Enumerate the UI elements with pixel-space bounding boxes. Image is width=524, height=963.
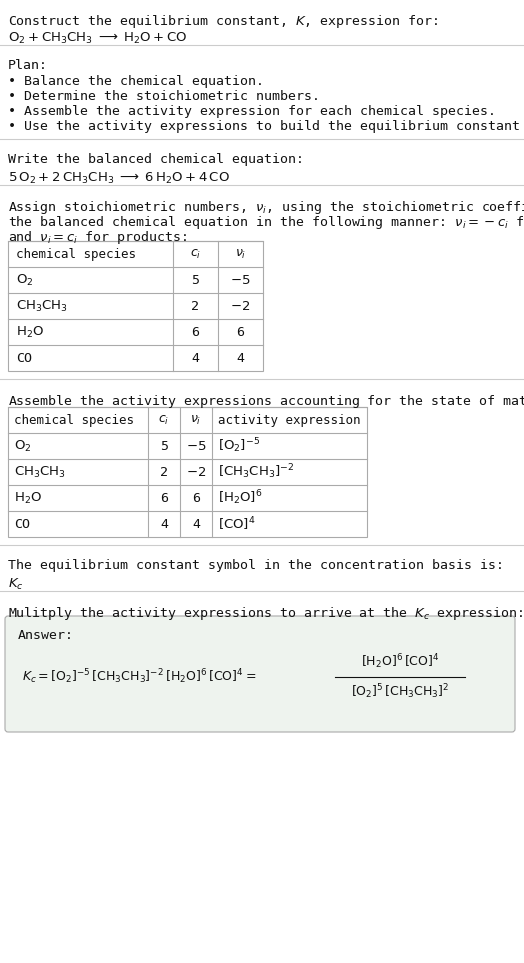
Text: activity expression: activity expression bbox=[218, 413, 361, 427]
Text: 4: 4 bbox=[191, 351, 200, 365]
Text: $\nu_i$: $\nu_i$ bbox=[190, 413, 202, 427]
Text: $\mathrm{CH_3CH_3}$: $\mathrm{CH_3CH_3}$ bbox=[14, 464, 66, 480]
Text: and $\nu_i = c_i$ for products:: and $\nu_i = c_i$ for products: bbox=[8, 229, 187, 246]
Text: $-2$: $-2$ bbox=[231, 299, 250, 313]
Text: $[\mathrm{CH_3CH_3}]^{-2}$: $[\mathrm{CH_3CH_3}]^{-2}$ bbox=[218, 462, 294, 482]
Text: 4: 4 bbox=[236, 351, 245, 365]
Text: chemical species: chemical species bbox=[16, 247, 136, 261]
Text: CO: CO bbox=[14, 517, 30, 531]
Bar bbox=[8, 241, 263, 371]
Text: 4: 4 bbox=[192, 517, 200, 531]
Text: 6: 6 bbox=[192, 491, 200, 505]
Text: the balanced chemical equation in the following manner: $\nu_i = -c_i$ for react: the balanced chemical equation in the fo… bbox=[8, 214, 524, 231]
Text: $[\mathrm{O_2}]^5\,[\mathrm{CH_3CH_3}]^2$: $[\mathrm{O_2}]^5\,[\mathrm{CH_3CH_3}]^2… bbox=[351, 683, 449, 701]
Text: Assign stoichiometric numbers, $\nu_i$, using the stoichiometric coefficients, $: Assign stoichiometric numbers, $\nu_i$, … bbox=[8, 199, 524, 216]
Text: $K_c = [\mathrm{O_2}]^{-5}\,[\mathrm{CH_3CH_3}]^{-2}\,[\mathrm{H_2O}]^{6}\,[\mat: $K_c = [\mathrm{O_2}]^{-5}\,[\mathrm{CH_… bbox=[22, 667, 256, 687]
FancyBboxPatch shape bbox=[5, 616, 515, 732]
Text: $c_i$: $c_i$ bbox=[190, 247, 201, 261]
Text: $\mathrm{O_2}$: $\mathrm{O_2}$ bbox=[16, 273, 34, 288]
Text: • Determine the stoichiometric numbers.: • Determine the stoichiometric numbers. bbox=[8, 90, 320, 103]
Text: $c_i$: $c_i$ bbox=[158, 413, 170, 427]
Text: 2: 2 bbox=[191, 299, 200, 313]
Text: $[\mathrm{O_2}]^{-5}$: $[\mathrm{O_2}]^{-5}$ bbox=[218, 436, 260, 455]
Text: $\mathrm{H_2O}$: $\mathrm{H_2O}$ bbox=[14, 490, 42, 506]
Text: $\mathrm{H_2O}$: $\mathrm{H_2O}$ bbox=[16, 325, 44, 340]
Text: • Use the activity expressions to build the equilibrium constant expression.: • Use the activity expressions to build … bbox=[8, 120, 524, 133]
Text: $-5$: $-5$ bbox=[186, 439, 206, 453]
Text: Construct the equilibrium constant, $K$, expression for:: Construct the equilibrium constant, $K$,… bbox=[8, 13, 438, 30]
Text: 6: 6 bbox=[236, 325, 245, 339]
Text: Write the balanced chemical equation:: Write the balanced chemical equation: bbox=[8, 153, 304, 166]
Text: • Assemble the activity expression for each chemical species.: • Assemble the activity expression for e… bbox=[8, 105, 496, 118]
Text: The equilibrium constant symbol in the concentration basis is:: The equilibrium constant symbol in the c… bbox=[8, 559, 504, 572]
Text: • Balance the chemical equation.: • Balance the chemical equation. bbox=[8, 75, 264, 88]
Text: chemical species: chemical species bbox=[14, 413, 134, 427]
Text: $[\mathrm{H_2O}]^{6}$: $[\mathrm{H_2O}]^{6}$ bbox=[218, 488, 263, 508]
Text: 5: 5 bbox=[191, 273, 200, 287]
Text: 2: 2 bbox=[160, 465, 168, 479]
Text: $-5$: $-5$ bbox=[230, 273, 251, 287]
Text: $[\mathrm{H_2O}]^6\,[\mathrm{CO}]^4$: $[\mathrm{H_2O}]^6\,[\mathrm{CO}]^4$ bbox=[361, 653, 439, 671]
Text: $\mathrm{O_2}$: $\mathrm{O_2}$ bbox=[14, 438, 31, 454]
Text: $[\mathrm{CO}]^{4}$: $[\mathrm{CO}]^{4}$ bbox=[218, 515, 256, 533]
Text: $K_c$: $K_c$ bbox=[8, 577, 24, 592]
Text: $\nu_i$: $\nu_i$ bbox=[235, 247, 246, 261]
Text: $-2$: $-2$ bbox=[186, 465, 206, 479]
Text: $\mathrm{O_2 + CH_3CH_3 \;\longrightarrow\; H_2O + CO}$: $\mathrm{O_2 + CH_3CH_3 \;\longrightarro… bbox=[8, 31, 188, 46]
Text: 6: 6 bbox=[160, 491, 168, 505]
Text: CO: CO bbox=[16, 351, 32, 365]
Text: Mulitply the activity expressions to arrive at the $K_c$ expression:: Mulitply the activity expressions to arr… bbox=[8, 605, 523, 622]
Text: 4: 4 bbox=[160, 517, 168, 531]
Bar bbox=[8, 407, 367, 537]
Text: 6: 6 bbox=[191, 325, 200, 339]
Text: Plan:: Plan: bbox=[8, 59, 48, 72]
Text: Assemble the activity expressions accounting for the state of matter and $\nu_i$: Assemble the activity expressions accoun… bbox=[8, 393, 524, 410]
Text: $\mathrm{CH_3CH_3}$: $\mathrm{CH_3CH_3}$ bbox=[16, 299, 68, 314]
Text: 5: 5 bbox=[160, 439, 168, 453]
Text: Answer:: Answer: bbox=[18, 629, 74, 642]
Text: $\mathrm{5\,O_2 + 2\,CH_3CH_3 \;\longrightarrow\; 6\,H_2O + 4\,CO}$: $\mathrm{5\,O_2 + 2\,CH_3CH_3 \;\longrig… bbox=[8, 171, 230, 186]
